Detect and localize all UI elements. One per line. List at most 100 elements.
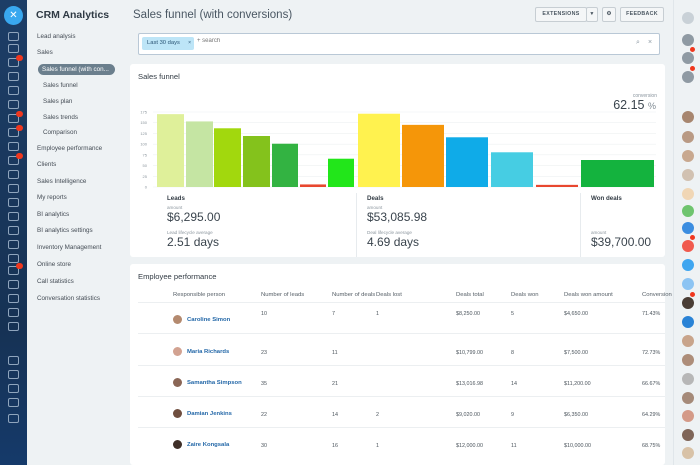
nav-rail-icon[interactable] bbox=[8, 32, 19, 41]
contact-avatar[interactable] bbox=[682, 169, 694, 181]
extensions-button[interactable]: EXTENSIONS bbox=[535, 7, 587, 22]
nav-rail-icon[interactable] bbox=[8, 72, 19, 81]
person-name-link[interactable]: Damian Jenkins bbox=[187, 410, 232, 417]
extensions-dropdown-button[interactable]: ▾ bbox=[586, 7, 598, 22]
clear-icon[interactable]: × bbox=[648, 39, 653, 46]
person-name-link[interactable]: Zaire Kongsala bbox=[187, 441, 230, 448]
funnel-bar[interactable] bbox=[328, 158, 354, 187]
chip-remove-icon[interactable]: × bbox=[188, 40, 191, 46]
nav-rail-icon[interactable] bbox=[8, 266, 19, 275]
menu-item[interactable]: Online store bbox=[37, 261, 71, 268]
responsible-person[interactable]: Samantha Simpson bbox=[173, 378, 242, 387]
person-name-link[interactable]: Caroline Simon bbox=[187, 316, 231, 323]
nav-rail-icon[interactable] bbox=[8, 414, 19, 423]
nav-rail-icon[interactable] bbox=[8, 254, 19, 263]
bitrix-logo-icon[interactable]: ✕ bbox=[4, 6, 23, 25]
contact-avatar[interactable] bbox=[682, 392, 694, 404]
contact-avatar[interactable] bbox=[682, 316, 694, 328]
funnel-bar[interactable] bbox=[581, 160, 654, 187]
contact-avatar[interactable] bbox=[682, 429, 694, 441]
person-name-link[interactable]: Maria Richards bbox=[187, 348, 230, 355]
nav-rail-icon[interactable] bbox=[8, 384, 19, 393]
nav-rail-icon[interactable] bbox=[8, 170, 19, 179]
feedback-button[interactable]: FEEDBACK bbox=[620, 7, 664, 22]
contact-avatar[interactable] bbox=[682, 12, 694, 24]
date-filter-chip[interactable]: Last 30 days × bbox=[142, 37, 194, 50]
column-header[interactable]: Deals won amount bbox=[564, 292, 613, 298]
contact-avatar[interactable] bbox=[682, 188, 694, 200]
menu-item[interactable]: My reports bbox=[37, 194, 67, 201]
contact-avatar[interactable] bbox=[682, 410, 694, 422]
menu-item[interactable]: BI analytics bbox=[37, 211, 70, 218]
funnel-bar[interactable] bbox=[214, 128, 241, 187]
contact-avatar[interactable] bbox=[682, 150, 694, 162]
contact-avatar[interactable] bbox=[682, 222, 694, 234]
contact-avatar[interactable] bbox=[682, 131, 694, 143]
contact-avatar[interactable] bbox=[682, 259, 694, 271]
responsible-person[interactable]: Maria Richards bbox=[173, 347, 229, 356]
column-header[interactable]: Number of leads bbox=[261, 292, 305, 298]
nav-rail-icon[interactable] bbox=[8, 58, 19, 67]
funnel-bar[interactable] bbox=[446, 137, 488, 187]
column-header[interactable]: Deals total bbox=[456, 292, 484, 298]
responsible-person[interactable]: Zaire Kongsala bbox=[173, 440, 229, 449]
contact-avatar[interactable] bbox=[682, 34, 694, 46]
nav-rail-icon[interactable] bbox=[8, 308, 19, 317]
menu-item[interactable]: Call statistics bbox=[37, 278, 74, 285]
nav-rail-icon[interactable] bbox=[8, 212, 19, 221]
search-icon[interactable]: ⌕ bbox=[636, 39, 640, 46]
nav-rail-icon[interactable] bbox=[8, 356, 19, 365]
funnel-bar[interactable] bbox=[358, 113, 400, 187]
menu-item[interactable]: BI analytics settings bbox=[37, 227, 93, 234]
column-header[interactable]: Deals won bbox=[511, 292, 539, 298]
menu-item[interactable]: Lead analysis bbox=[37, 33, 76, 40]
menu-item[interactable]: Clients bbox=[37, 161, 57, 168]
menu-item[interactable]: Inventory Management bbox=[37, 244, 102, 251]
nav-rail-icon[interactable] bbox=[8, 294, 19, 303]
funnel-bar[interactable] bbox=[491, 152, 533, 187]
nav-rail-icon[interactable] bbox=[8, 280, 19, 289]
funnel-bar[interactable] bbox=[272, 143, 298, 187]
search-icon[interactable] bbox=[682, 90, 694, 102]
funnel-bar[interactable] bbox=[243, 136, 270, 187]
menu-item[interactable]: Sales Intelligence bbox=[37, 178, 87, 185]
nav-rail-icon[interactable] bbox=[8, 100, 19, 109]
funnel-bar[interactable] bbox=[186, 121, 213, 187]
nav-rail-icon[interactable] bbox=[8, 128, 19, 137]
contact-avatar[interactable] bbox=[682, 447, 694, 459]
menu-item[interactable]: Sales trends bbox=[43, 114, 79, 121]
column-header[interactable]: Number of deals bbox=[332, 292, 376, 298]
contact-avatar[interactable] bbox=[682, 111, 694, 123]
responsible-person[interactable]: Caroline Simon bbox=[173, 315, 230, 324]
nav-rail-icon[interactable] bbox=[8, 86, 19, 95]
menu-item[interactable]: Sales funnel (with con... bbox=[38, 64, 115, 75]
menu-item[interactable]: Conversation statistics bbox=[37, 295, 100, 302]
funnel-bar[interactable] bbox=[536, 184, 578, 187]
nav-rail-icon[interactable] bbox=[8, 398, 19, 407]
contact-avatar[interactable] bbox=[682, 205, 694, 217]
nav-rail-icon[interactable] bbox=[8, 156, 19, 165]
filter-bar[interactable]: Last 30 days × ⌕ × bbox=[138, 33, 660, 55]
person-name-link[interactable]: Samantha Simpson bbox=[187, 379, 242, 386]
menu-item[interactable]: Sales funnel bbox=[43, 82, 78, 89]
funnel-bar[interactable] bbox=[157, 114, 184, 187]
nav-rail-icon[interactable] bbox=[8, 114, 19, 123]
funnel-bar[interactable] bbox=[402, 124, 444, 187]
contact-avatar[interactable] bbox=[682, 278, 694, 290]
nav-rail-icon[interactable] bbox=[8, 322, 19, 331]
nav-rail-icon[interactable] bbox=[8, 44, 19, 53]
settings-gear-icon[interactable]: ⚙ bbox=[602, 7, 616, 22]
menu-item[interactable]: Comparison bbox=[43, 129, 77, 136]
nav-rail-icon[interactable] bbox=[8, 198, 19, 207]
nav-rail-icon[interactable] bbox=[8, 226, 19, 235]
funnel-bar[interactable] bbox=[300, 184, 326, 187]
search-input[interactable] bbox=[197, 38, 497, 44]
nav-rail-icon[interactable] bbox=[8, 142, 19, 151]
menu-item[interactable]: Sales bbox=[37, 49, 53, 56]
menu-item[interactable]: Sales plan bbox=[43, 98, 73, 105]
nav-rail-icon[interactable] bbox=[8, 240, 19, 249]
contact-avatar[interactable] bbox=[682, 240, 694, 252]
nav-rail-icon[interactable] bbox=[8, 370, 19, 379]
contact-avatar[interactable] bbox=[682, 71, 694, 83]
responsible-person[interactable]: Damian Jenkins bbox=[173, 409, 232, 418]
